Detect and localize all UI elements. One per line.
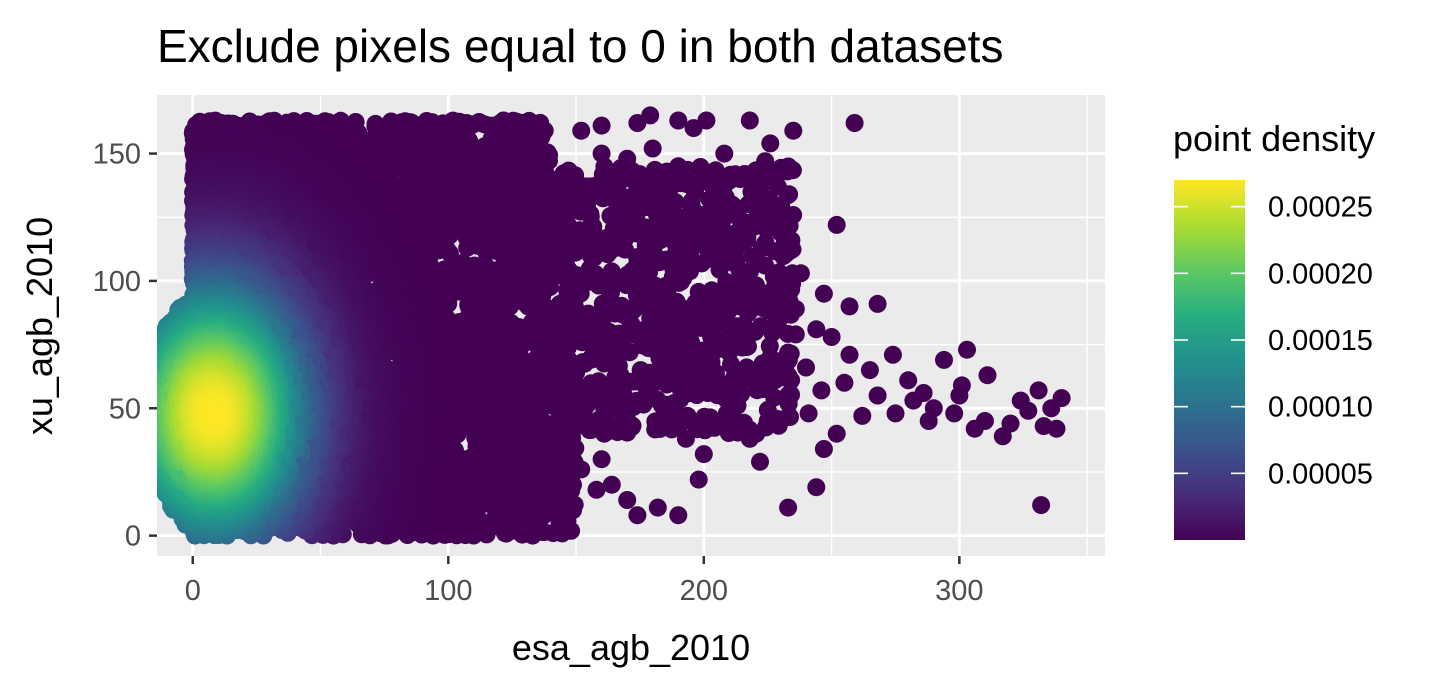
data-point (643, 139, 662, 158)
data-point (919, 412, 938, 430)
data-point (797, 358, 815, 377)
data-point (835, 373, 854, 392)
data-point (669, 506, 688, 525)
data-point (950, 386, 969, 405)
data-point (778, 324, 797, 343)
data-point (1032, 496, 1051, 515)
data-point (899, 371, 918, 390)
data-point (740, 111, 759, 130)
data-point (689, 470, 708, 489)
data-point (904, 391, 923, 410)
data-point (827, 215, 846, 234)
data-point (945, 404, 964, 423)
data-point (1042, 399, 1061, 418)
data-point (822, 328, 841, 346)
data-point (751, 452, 769, 471)
data-point (779, 498, 798, 517)
data-point (671, 174, 689, 193)
data-point (602, 475, 621, 494)
data-point (860, 361, 879, 380)
data-point (646, 412, 665, 431)
data-point (601, 206, 620, 225)
data-point (784, 121, 803, 140)
data-point (572, 121, 591, 140)
data-point (814, 440, 833, 458)
data-point (993, 427, 1012, 446)
data-point (1011, 391, 1030, 410)
data-point (845, 114, 864, 132)
data-point (779, 391, 798, 410)
data-point (676, 429, 695, 448)
data-points (157, 106, 1071, 545)
data-point (807, 478, 826, 497)
data-point (868, 294, 887, 313)
data-point (853, 406, 872, 425)
data-point (868, 386, 887, 405)
plot-panel (157, 95, 1105, 556)
data-point (753, 354, 772, 373)
data-point (840, 345, 859, 364)
data-point (743, 247, 762, 266)
data-point (814, 284, 833, 303)
data-point (587, 480, 606, 499)
data-point (799, 404, 818, 423)
data-point (648, 498, 667, 517)
data-point (628, 114, 647, 132)
data-point (807, 320, 826, 339)
data-point (1034, 417, 1053, 436)
data-point (812, 381, 831, 400)
chart-title: Exclude pixels equal to 0 in both datase… (157, 20, 1003, 72)
data-point (684, 119, 703, 138)
data-point (756, 256, 775, 275)
data-point (694, 445, 713, 464)
data-point (886, 404, 905, 423)
data-point (592, 116, 611, 135)
data-point (592, 450, 611, 469)
data-point (761, 134, 780, 153)
data-point (1029, 381, 1048, 400)
data-point (669, 111, 688, 130)
data-point (883, 345, 902, 364)
data-point (965, 419, 984, 438)
data-point (827, 424, 846, 443)
data-point (715, 144, 734, 163)
data-point (700, 190, 719, 209)
data-point (935, 350, 953, 369)
data-point (840, 297, 859, 316)
data-point (628, 506, 647, 525)
data-point (958, 340, 976, 359)
data-point (618, 491, 637, 509)
data-point (978, 366, 997, 385)
